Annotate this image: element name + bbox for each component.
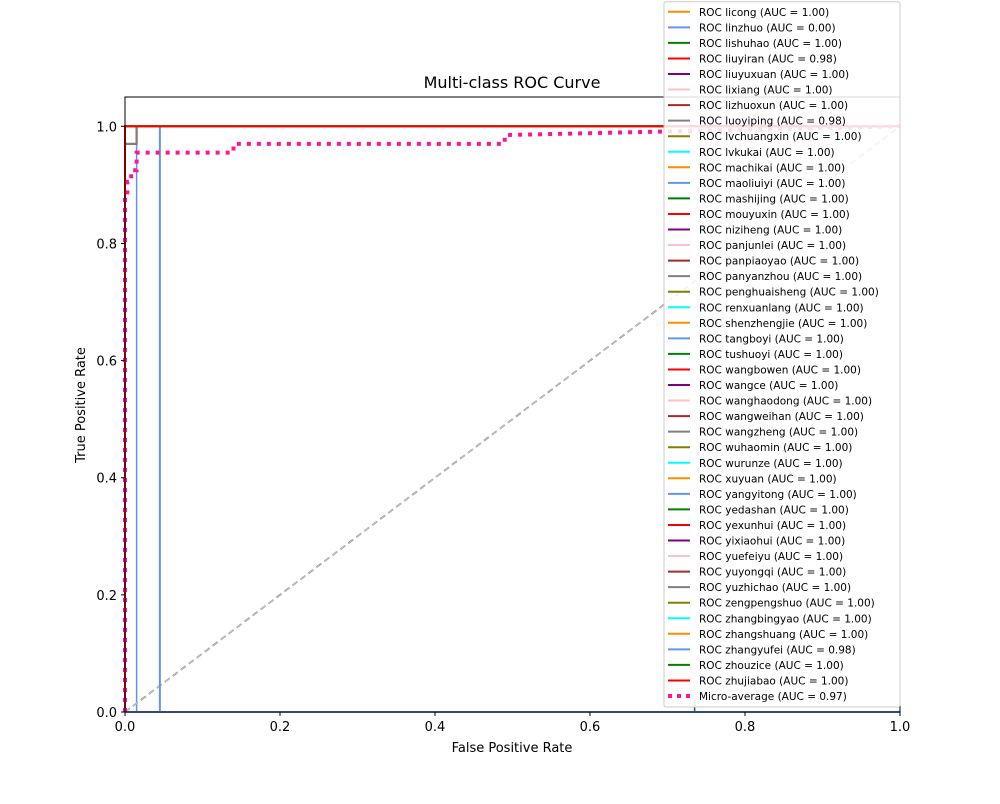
legend-label: ROC penghuaisheng (AUC = 1.00) [699,287,879,299]
y-tick-label: 0.8 [96,237,117,252]
legend-label: ROC liuyiran (AUC = 0.98) [699,53,837,65]
y-tick-label: 0.0 [96,706,117,721]
legend-label: ROC luoyiping (AUC = 0.98) [699,116,846,128]
legend-label: ROC zhouzice (AUC = 1.00) [699,660,844,672]
x-tick-label: 0.6 [580,720,601,735]
legend-label: ROC wuhaomin (AUC = 1.00) [699,442,852,454]
extra-line-3 [124,125,901,713]
x-tick-label: 0.4 [425,720,446,735]
legend-label: ROC lvchuangxin (AUC = 1.00) [699,131,862,143]
legend-label: ROC zhujiabao (AUC = 1.00) [699,675,848,687]
legend-label: ROC mouyuxin (AUC = 1.00) [699,209,850,221]
legend-label: Micro-average (AUC = 0.97) [699,691,847,703]
legend-label: ROC niziheng (AUC = 1.00) [699,225,842,237]
y-tick-label: 1.0 [96,120,117,135]
legend-label: ROC shenzhengjie (AUC = 1.00) [699,318,867,330]
legend-label: ROC zhangyufei (AUC = 0.98) [699,644,856,656]
legend-label: ROC renxuanlang (AUC = 1.00) [699,302,864,314]
legend-label: ROC yixiaohui (AUC = 1.00) [699,536,845,548]
legend-label: ROC lvkukai (AUC = 1.00) [699,147,835,159]
legend-label: ROC machikai (AUC = 1.00) [699,162,845,174]
legend-label: ROC xuyuan (AUC = 1.00) [699,473,837,485]
legend-label: ROC wangweihan (AUC = 1.00) [699,411,864,423]
legend-label: ROC linzhuo (AUC = 0.00) [699,22,836,34]
x-axis-label: False Positive Rate [452,741,573,756]
legend-label: ROC zengpengshuo (AUC = 1.00) [699,598,875,610]
legend-label: ROC panpiaoyao (AUC = 1.00) [699,256,859,268]
legend-label: ROC panyanzhou (AUC = 1.00) [699,271,862,283]
legend-box [663,1,901,708]
legend-label: ROC maoliuiyi (AUC = 1.00) [699,178,845,190]
legend-label: ROC yedashan (AUC = 1.00) [699,504,849,516]
legend-label: ROC lishuhao (AUC = 1.00) [699,38,842,50]
legend-label: ROC liuyuxuan (AUC = 1.00) [699,69,849,81]
x-tick-label: 1.0 [890,720,911,735]
legend-label: ROC yuyongqi (AUC = 1.00) [699,567,846,579]
legend-label: ROC lizhuoxun (AUC = 1.00) [699,100,848,112]
series-line-44 [123,124,901,712]
legend-label: ROC zhangshuang (AUC = 1.00) [699,629,868,641]
legend-label: ROC tushuoyi (AUC = 1.00) [699,349,843,361]
legend-label: ROC zhangbingyao (AUC = 1.00) [699,613,872,625]
legend-label: ROC tangboyi (AUC = 1.00) [699,333,844,345]
y-axis-label: True Positive Rate [74,347,89,464]
legend-label: ROC wurunze (AUC = 1.00) [699,458,843,470]
x-tick-label: 0.2 [270,720,291,735]
legend-label: ROC wanghaodong (AUC = 1.00) [699,396,872,408]
chart-title: Multi-class ROC Curve [424,73,601,92]
legend-label: ROC lixiang (AUC = 1.00) [699,85,833,97]
legend-label: ROC yuzhichao (AUC = 1.00) [699,582,851,594]
y-tick-label: 0.4 [96,472,117,487]
x-tick-label: 0.8 [735,720,756,735]
legend-label: ROC yangyitong (AUC = 1.00) [699,489,857,501]
legend-label: ROC yuefeiyu (AUC = 1.00) [699,551,843,563]
legend-label: ROC licong (AUC = 1.00) [699,7,829,19]
legend-label: ROC yexunhui (AUC = 1.00) [699,520,846,532]
x-tick-label: 0.0 [115,720,136,735]
legend-label: ROC wangzheng (AUC = 1.00) [699,427,858,439]
legend-label: ROC mashijing (AUC = 1.00) [699,193,849,205]
y-tick-label: 0.6 [96,355,117,370]
legend-label: ROC wangce (AUC = 1.00) [699,380,838,392]
legend-label: ROC wangbowen (AUC = 1.00) [699,364,861,376]
legend-label: ROC panjunlei (AUC = 1.00) [699,240,846,252]
y-tick-label: 0.2 [96,589,117,604]
